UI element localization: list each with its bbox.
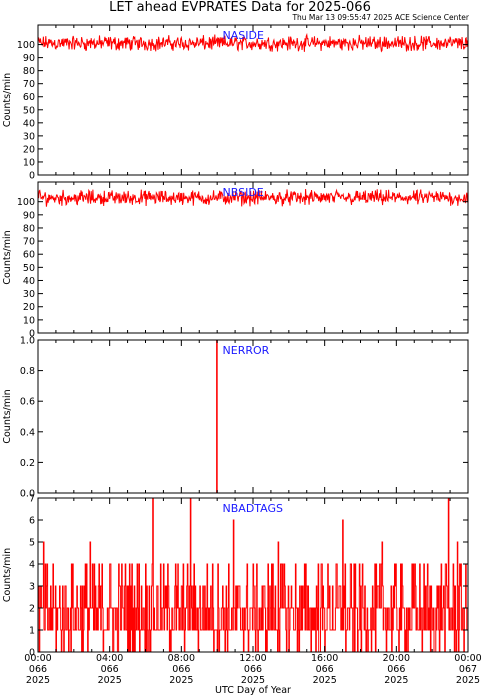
y-tick-label: 3 (29, 582, 35, 593)
x-tick-label: 2025 (26, 675, 50, 686)
x-tick-label: 066 (29, 664, 47, 675)
x-axis-labels: 00:00066202504:00066202508:00066202512:0… (24, 653, 481, 686)
series-label: NERROR (223, 344, 270, 357)
panel-nbadtags: 0 1 2 3 4 5 6 7 Counts/min NBADTAGS (2, 494, 469, 659)
y-tick-label: 60 (23, 250, 35, 261)
y-tick-label: 100 (17, 40, 35, 51)
panel-nerror: 0.0 0.2 0.4 0.6 0.8 1.0 Counts/min NERROR (2, 336, 469, 500)
y-axis-label: Counts/min (2, 230, 13, 284)
y-tick-label: 100 (17, 197, 35, 208)
y-tick-label: 0.0 (20, 489, 35, 500)
y-tick-label: 6 (29, 516, 35, 527)
y-tick-label: 80 (23, 66, 35, 77)
x-tick-label: 08:00 (168, 653, 195, 664)
x-tick-label: 2025 (98, 675, 122, 686)
y-tick-label: 80 (23, 223, 35, 234)
y-tick-label: 1 (29, 626, 35, 637)
y-tick-label: 20 (23, 302, 35, 313)
y-tick-label: 40 (23, 276, 35, 287)
y-tick-label: 70 (23, 237, 35, 248)
chart-title: LET ahead EVPRATES Data for 2025-066 (109, 0, 371, 15)
x-tick-label: 04:00 (96, 653, 123, 664)
x-tick-label: 067 (459, 664, 477, 675)
series-label: NBADTAGS (223, 502, 283, 515)
y-tick-label: 0.4 (20, 427, 35, 438)
y-tick-label: 30 (23, 131, 35, 142)
y-tick-label: 70 (23, 79, 35, 90)
y-tick-label: 0.2 (20, 458, 35, 469)
y-tick-label: 0.6 (20, 397, 35, 408)
x-tick-label: 2025 (456, 675, 480, 686)
x-tick-label: 20:00 (383, 653, 410, 664)
y-tick-label: 10 (23, 315, 35, 326)
x-axis-title: UTC Day of Year (215, 685, 291, 696)
x-tick-label: 2025 (313, 675, 337, 686)
y-axis-label: Counts/min (2, 73, 13, 127)
panel-nbside: 0 10 20 30 40 50 60 70 80 90 100 Counts/min NBSIDE (2, 181, 469, 340)
y-tick-label: 1.0 (20, 336, 35, 347)
panels: 0102030405060708090100Counts/minNASIDE01… (2, 24, 469, 659)
y-tick-label: 10 (23, 157, 35, 168)
y-tick-label: 4 (29, 560, 35, 571)
x-tick-label: 066 (387, 664, 405, 675)
y-tick-label: 90 (23, 210, 35, 221)
series-line-nbside (37, 188, 469, 207)
y-tick-label: 0 (29, 171, 35, 182)
y-tick-label: 50 (23, 263, 35, 274)
x-tick-label: 066 (172, 664, 190, 675)
y-axis-label: Counts/min (2, 389, 13, 443)
series-line-nerror (38, 339, 468, 494)
y-axis-label: Counts/min (2, 548, 13, 602)
y-tick-label: 40 (23, 118, 35, 129)
series-label: NBSIDE (223, 186, 264, 199)
x-tick-label: 066 (316, 664, 334, 675)
x-tick-label: 12:00 (239, 653, 266, 664)
series-line-naside (37, 32, 469, 53)
x-tick-label: 2025 (384, 675, 408, 686)
series-label: NASIDE (223, 29, 264, 42)
x-tick-label: 2025 (241, 675, 265, 686)
x-tick-label: 2025 (169, 675, 193, 686)
y-tick-label: 50 (23, 105, 35, 116)
y-tick-label: 0 (29, 329, 35, 340)
y-tick-label: 20 (23, 144, 35, 155)
x-tick-label: 066 (101, 664, 119, 675)
y-tick-label: 2 (29, 604, 35, 615)
y-tick-label: 0 (29, 648, 35, 659)
panel-frame (37, 24, 469, 176)
panel-frame (37, 339, 469, 494)
y-tick-label: 60 (23, 92, 35, 103)
x-tick-label: 16:00 (311, 653, 338, 664)
x-tick-label: 00:00 (454, 653, 481, 664)
panel-frame (37, 181, 469, 334)
y-tick-label: 5 (29, 538, 35, 549)
series-line-nbadtags (38, 497, 469, 653)
generation-timestamp: Thu Mar 13 09:55:47 2025 ACE Science Cen… (291, 13, 469, 22)
y-tick-label: 30 (23, 289, 35, 300)
y-tick-label: 0.8 (20, 366, 35, 377)
panel-naside: 0 10 20 30 40 50 60 70 80 90 100 Counts/min NASIDE (2, 24, 469, 182)
y-tick-label: 90 (23, 53, 35, 64)
x-tick-label: 00:00 (24, 653, 51, 664)
y-tick-label: 7 (29, 494, 35, 505)
x-tick-label: 066 (244, 664, 262, 675)
